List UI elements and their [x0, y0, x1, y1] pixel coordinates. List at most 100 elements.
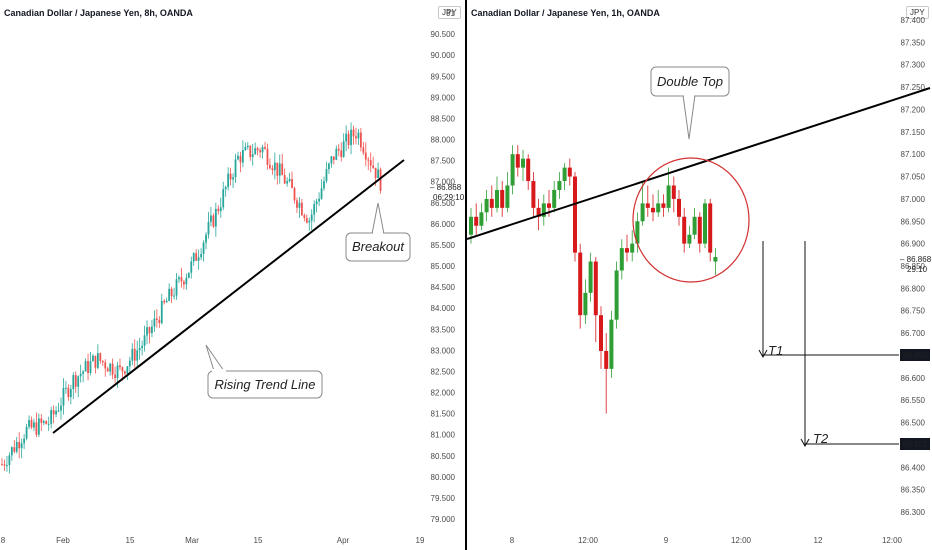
- candle-body: [210, 215, 212, 222]
- candle-body: [50, 410, 53, 424]
- candle-body: [241, 150, 244, 163]
- candle-body: [178, 277, 180, 280]
- callout-gap: [212, 369, 226, 373]
- t1-price-badge-bg: [900, 349, 930, 361]
- candle-body: [256, 148, 259, 151]
- candle-body: [224, 186, 227, 190]
- candle-body: [119, 365, 121, 368]
- candle-body: [163, 300, 166, 303]
- y-tick-label: 87.200: [901, 105, 926, 114]
- candle-body: [347, 133, 350, 146]
- candle-body: [148, 327, 151, 334]
- callout-pointer: [371, 202, 385, 235]
- candle-body: [583, 292, 588, 316]
- candle-body: [531, 181, 536, 208]
- candle-body: [578, 252, 583, 316]
- candle-body: [232, 177, 234, 180]
- candle-body: [111, 363, 114, 375]
- candle-body: [165, 300, 168, 303]
- rising-trend-line: [52, 159, 405, 434]
- candle-body: [40, 418, 43, 423]
- y-tick-label: 81.500: [431, 410, 456, 419]
- candle-body: [6, 465, 8, 467]
- x-tick-label: 8: [510, 536, 515, 545]
- candle-body: [74, 375, 77, 387]
- candle-body: [254, 148, 257, 155]
- y-tick-label: 87.050: [901, 173, 926, 182]
- candle-body: [158, 319, 161, 324]
- y-tick-label: 88.000: [431, 136, 456, 145]
- candle-body: [65, 387, 67, 389]
- candle-body: [271, 168, 274, 171]
- candle-body: [666, 185, 671, 208]
- callout-gap: [684, 94, 694, 98]
- last-price-label: – 86.868: [430, 183, 462, 192]
- x-tick-label: Mar: [185, 536, 199, 545]
- y-tick-label: 86.500: [901, 419, 926, 428]
- candle-body: [246, 145, 249, 148]
- candle-body: [604, 350, 609, 369]
- candle-body: [136, 350, 139, 361]
- breakout-label: Breakout: [352, 239, 405, 254]
- candle-body: [364, 152, 367, 160]
- candle-body: [335, 148, 338, 160]
- y-tick-label: 82.500: [431, 367, 456, 376]
- x-tick-label: 12:00: [882, 536, 903, 545]
- candle-body: [651, 207, 655, 213]
- candle-body: [593, 261, 598, 316]
- candle-body: [328, 163, 330, 170]
- y-tick-label: 86.550: [901, 396, 926, 405]
- chart-1h-svg: 87.400 87.350 87.300 87.250 87.200 87.150 87.1…: [467, 16, 932, 545]
- candle-body: [1, 464, 3, 466]
- candle-body: [264, 147, 266, 149]
- y-tick-label: 86.950: [901, 217, 926, 226]
- candle-body: [249, 145, 252, 158]
- chart-8h-panel[interactable]: Canadian Dollar / Japanese Yen, 8h, OAND…: [0, 0, 465, 550]
- candle-body: [318, 198, 320, 202]
- candle-body: [217, 208, 220, 212]
- candle-body: [96, 353, 99, 368]
- candle-body: [92, 355, 94, 362]
- candle-body: [645, 203, 650, 208]
- callout-box: [207, 370, 323, 399]
- x-tick-label: 8: [1, 536, 6, 545]
- candle-body: [345, 133, 348, 142]
- candle-body: [320, 188, 323, 199]
- t2-arrow-head: [800, 438, 810, 448]
- candle-body: [340, 150, 343, 157]
- y-tick-label: 87.250: [901, 83, 926, 92]
- candle-body: [99, 353, 102, 361]
- last-price-label: – 86.868: [900, 255, 932, 264]
- x-tick-label: 12:00: [731, 536, 752, 545]
- candle-body: [308, 220, 311, 223]
- candle-body: [286, 181, 289, 184]
- candle-body: [185, 277, 188, 285]
- candle-body: [352, 129, 355, 137]
- candle-body: [155, 318, 158, 320]
- candle-body: [609, 319, 614, 369]
- candle-body: [614, 270, 619, 320]
- candle-body: [374, 167, 377, 179]
- x-tick-label: Feb: [56, 536, 70, 545]
- candle-body: [20, 443, 23, 449]
- callout-gap: [373, 231, 383, 235]
- candle-body: [212, 215, 215, 227]
- candle-body: [505, 185, 510, 208]
- chart-1h-panel[interactable]: Canadian Dollar / Japanese Yen, 1h, OAND…: [467, 0, 932, 550]
- y-tick-label: 87.000: [431, 178, 456, 187]
- y-tick-label: 87.300: [901, 61, 926, 70]
- candle-body: [124, 371, 126, 374]
- candle-body: [261, 147, 264, 153]
- candle-body: [146, 327, 148, 336]
- x-tick-label: 15: [254, 536, 263, 545]
- y-tick-label: 91: [446, 9, 455, 18]
- candle-body: [291, 179, 293, 189]
- candle-body: [300, 202, 303, 216]
- candle-body: [244, 147, 247, 151]
- candle-body: [355, 136, 357, 139]
- candle-body: [82, 371, 85, 374]
- candle-body: [379, 169, 382, 191]
- y-tick-label: 86.300: [901, 508, 926, 517]
- candle-body: [342, 141, 345, 157]
- currency-badge: JPY: [906, 6, 929, 19]
